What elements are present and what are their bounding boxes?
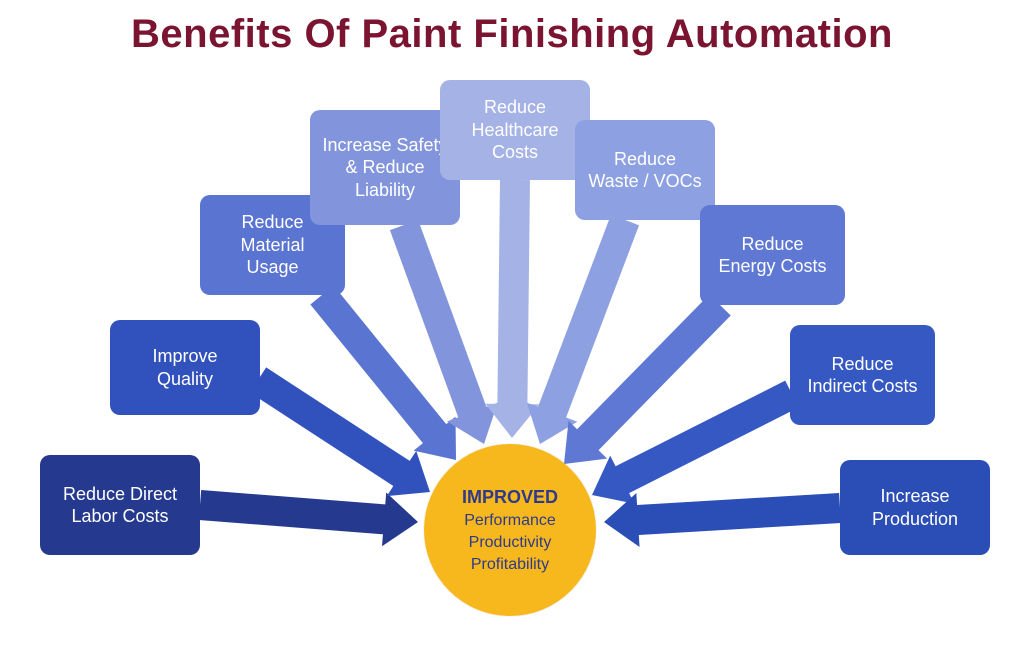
arrow-n6 xyxy=(527,215,639,444)
center-target: IMPROVED Performance Productivity Profit… xyxy=(424,444,596,616)
benefit-node-4: Increase Safety & Reduce Liability xyxy=(310,110,460,225)
benefit-node-2: Improve Quality xyxy=(110,320,260,415)
arrow-n9 xyxy=(604,493,841,547)
center-line-0: Performance xyxy=(464,512,556,530)
arrow-n7 xyxy=(564,294,731,464)
benefit-node-5: Reduce Healthcare Costs xyxy=(440,80,590,180)
arrow-n5 xyxy=(485,180,539,438)
benefit-node-9: Increase Production xyxy=(840,460,990,555)
arrow-n8 xyxy=(592,381,799,504)
center-line-2: Profitability xyxy=(471,556,549,574)
center-heading: IMPROVED xyxy=(462,487,558,508)
diagram-canvas: { "type": "infographic", "canvas": { "wi… xyxy=(0,0,1024,667)
benefit-node-8: Reduce Indirect Costs xyxy=(790,325,935,425)
arrow-n3 xyxy=(310,286,456,460)
benefit-node-7: Reduce Energy Costs xyxy=(700,205,845,305)
benefit-node-1: Reduce Direct Labor Costs xyxy=(40,455,200,555)
benefit-node-6: Reduce Waste / VOCs xyxy=(575,120,715,220)
page-title: Benefits Of Paint Finishing Automation xyxy=(0,12,1024,57)
arrow-n4 xyxy=(390,220,498,444)
arrow-n2 xyxy=(250,367,430,496)
center-line-1: Productivity xyxy=(469,534,552,552)
arrow-n1 xyxy=(199,490,418,546)
